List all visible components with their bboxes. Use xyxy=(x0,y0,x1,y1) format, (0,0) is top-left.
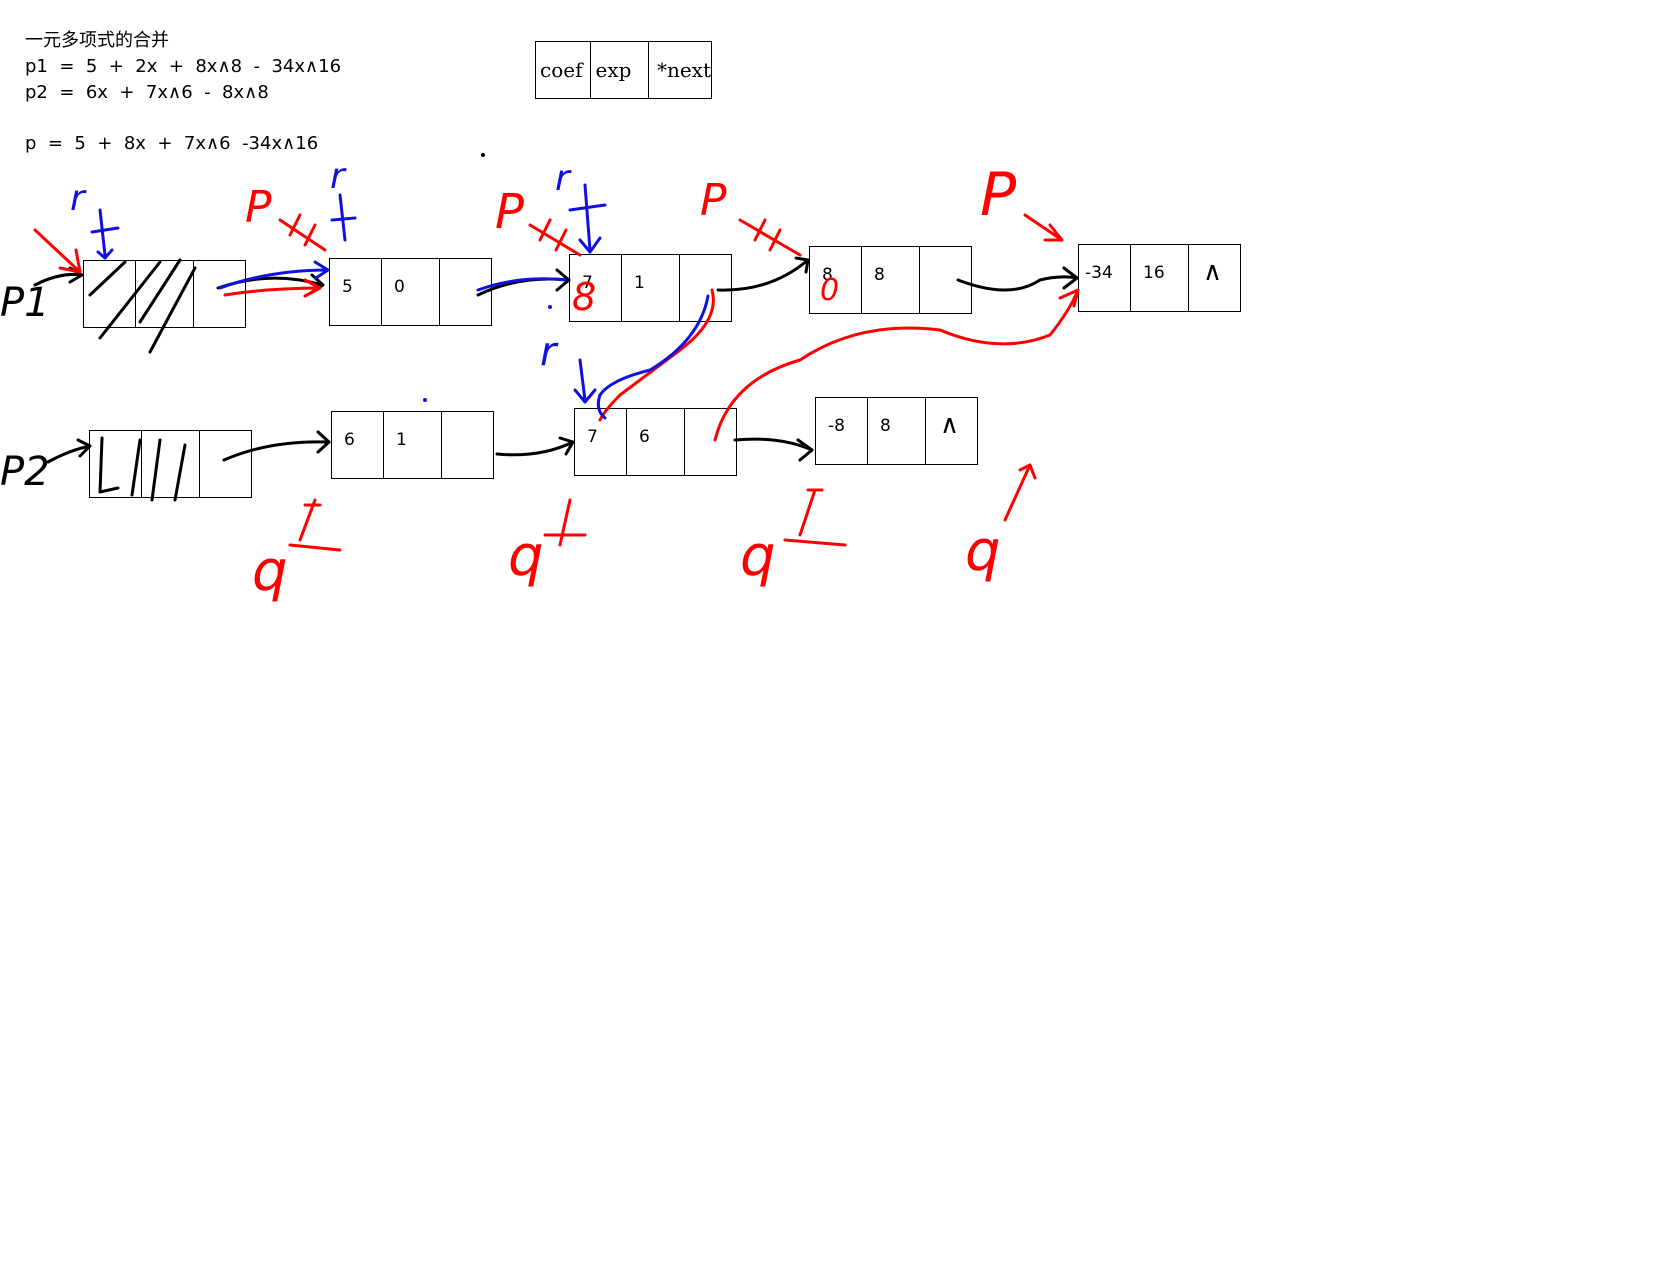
node-coef: -8 xyxy=(828,416,845,436)
polynomial-p2: p2 = 6x + 7x∧6 - 8x∧8 xyxy=(25,82,269,103)
node-coef: 7 xyxy=(582,273,593,293)
dot-marker xyxy=(548,305,552,309)
arrow-p2-n1-to-n2 xyxy=(495,436,575,457)
node-exp: 0 xyxy=(394,277,405,297)
p1-node-1: 5 0 xyxy=(329,258,492,326)
pointer-q-marks: q q q q xyxy=(252,463,1037,604)
arrow-p2-to-head xyxy=(46,438,92,464)
arrow-p2-n2-to-n3 xyxy=(733,437,814,462)
arrow-p1-n3-to-n4 xyxy=(956,266,1079,292)
p2-label: P2 xyxy=(0,449,50,495)
p1-node-4: -34 16 ∧ xyxy=(1078,244,1241,312)
pointer-p-marks: P P P P xyxy=(245,160,1064,257)
p1-head-node xyxy=(83,260,246,328)
node-coef: 7 xyxy=(587,427,598,447)
pointer-r-3: r xyxy=(555,158,572,199)
legend-exp-field: exp xyxy=(591,42,649,98)
pointer-r-1: r xyxy=(70,178,87,219)
p1-node-2: 7 1 xyxy=(569,254,732,322)
node-exp: 8 xyxy=(880,416,891,436)
node-exp: 1 xyxy=(396,430,407,450)
node-exp: 16 xyxy=(1143,263,1165,283)
pointer-r-2: r xyxy=(330,156,347,197)
dot-marker xyxy=(423,398,427,402)
legend-coef-field: coef xyxy=(536,42,592,98)
polynomial-result: p = 5 + 8x + 7x∧6 -34x∧16 xyxy=(25,133,319,154)
node-exp: 8 xyxy=(874,265,885,285)
node-exp: 1 xyxy=(634,273,645,293)
pointer-q-3: q xyxy=(740,524,776,589)
null-pointer: ∧ xyxy=(940,410,960,440)
arrow-red-p1-start xyxy=(33,228,82,274)
dot-marker xyxy=(481,153,485,157)
p2-node-2: 7 6 xyxy=(574,408,737,476)
pointer-p-2: P xyxy=(495,184,524,240)
diagram-title: 一元多项式的合并 xyxy=(25,30,169,51)
pointer-q-1: q xyxy=(252,539,288,604)
node-coef: -34 xyxy=(1085,263,1113,283)
pointer-p-3: P xyxy=(700,175,727,226)
pointer-p-1: P xyxy=(245,182,272,233)
p1-node-3: 8 8 xyxy=(809,246,972,314)
pointer-r-4: r xyxy=(540,329,559,375)
legend-next-field: *next xyxy=(656,58,711,82)
p2-node-3: -8 8 ∧ xyxy=(815,397,978,465)
p2-node-1: 6 1 xyxy=(331,411,494,479)
node-exp: 6 xyxy=(639,427,650,447)
p2-head-node xyxy=(89,430,252,498)
heading-block: 一元多项式的合并 p1 = 5 + 2x + 8x∧8 - 34x∧16 p2 … xyxy=(25,28,341,106)
node-coef: 5 xyxy=(342,277,353,297)
p1-label: P1 xyxy=(0,280,50,326)
pointer-q-4: q xyxy=(965,519,1001,584)
pointer-q-2: q xyxy=(508,524,544,589)
node-coef: 6 xyxy=(344,430,355,450)
polynomial-p1: p1 = 5 + 2x + 8x∧8 - 34x∧16 xyxy=(25,56,342,77)
node-coef: 8 xyxy=(822,265,833,285)
node-structure-legend: coef exp *next xyxy=(535,41,712,99)
arrow-p1-to-head xyxy=(33,266,84,287)
null-pointer: ∧ xyxy=(1203,257,1223,287)
pointer-p-4: P xyxy=(980,160,1017,230)
